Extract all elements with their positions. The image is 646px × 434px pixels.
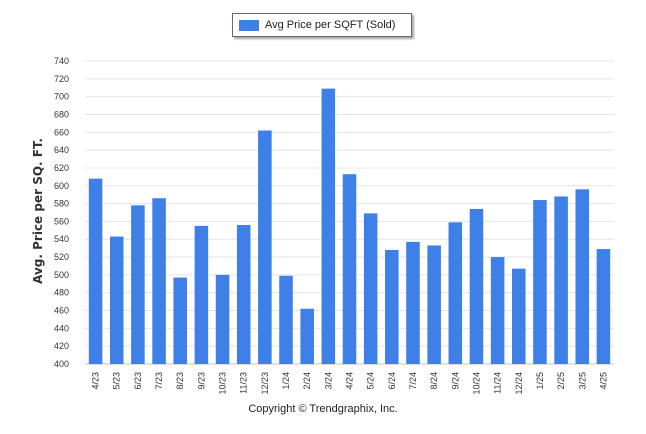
y-tick-label: 720	[54, 74, 69, 84]
y-tick-label: 480	[54, 288, 69, 298]
y-tick-label: 620	[54, 163, 69, 173]
bar	[131, 205, 145, 364]
x-tick-label: 1/25	[535, 372, 545, 390]
x-tick-label: 8/23	[175, 372, 185, 390]
x-tick-label: 9/24	[450, 372, 460, 390]
bar	[88, 178, 103, 364]
y-tick-label: 560	[54, 216, 69, 226]
y-tick-label: 540	[54, 234, 69, 244]
bar	[406, 241, 420, 364]
bar	[152, 198, 166, 364]
legend-label: Avg Price per SQFT (Sold)	[265, 19, 396, 31]
y-tick-label: 440	[54, 323, 69, 333]
y-tick-label: 420	[54, 341, 69, 351]
x-tick-label: 3/24	[323, 372, 333, 390]
x-tick-label: 1/24	[281, 372, 291, 390]
bar	[300, 308, 314, 364]
x-tick-label: 7/24	[408, 372, 418, 390]
y-tick-label: 680	[54, 109, 69, 119]
y-tick-label: 640	[54, 145, 69, 155]
x-tick-label: 4/23	[91, 372, 101, 390]
bars	[88, 88, 611, 365]
x-tick-label: 2/25	[556, 372, 566, 390]
legend-swatch	[239, 19, 259, 31]
bar	[575, 189, 590, 364]
x-tick-label: 11/24	[493, 372, 503, 394]
y-tick-label: 580	[54, 199, 69, 209]
bar	[512, 268, 526, 364]
x-tick-label: 9/23	[196, 372, 206, 390]
x-tick-label: 4/25	[598, 372, 608, 390]
bar	[236, 224, 251, 364]
bar	[173, 277, 187, 364]
x-tick-label: 10/23	[218, 372, 228, 395]
bar	[469, 208, 484, 364]
y-tick-label: 500	[54, 270, 69, 280]
x-axis-ticks: 4/23 5/23 6/23 7/23 8/23 9/23 10/23 11/23 12/23 1…	[91, 372, 609, 395]
chart-legend: Avg Price per SQFT (Sold)	[232, 13, 412, 37]
bar	[321, 88, 336, 365]
bar	[490, 257, 505, 364]
x-tick-label: 2/24	[302, 372, 312, 390]
bar	[596, 249, 611, 364]
y-axis-ticks: 400 420 440 460 480 500 520 540 560 580 600 620 640 6…	[54, 56, 69, 369]
bar	[279, 275, 293, 364]
x-tick-label: 6/23	[133, 372, 143, 390]
x-tick-label: 11/23	[239, 372, 249, 394]
bar	[554, 196, 568, 364]
bar	[363, 213, 378, 364]
y-tick-label: 700	[54, 92, 69, 102]
x-tick-label: 8/24	[429, 372, 439, 390]
bar	[109, 236, 124, 364]
y-axis-label: Avg. Price per SQ. FT.	[31, 138, 45, 284]
x-tick-label: 6/24	[387, 372, 397, 390]
bar	[427, 245, 441, 364]
bar	[448, 222, 463, 364]
x-tick-label: 7/23	[154, 372, 164, 390]
x-tick-label: 4/24	[345, 372, 355, 390]
y-tick-label: 600	[54, 181, 69, 191]
bar	[385, 249, 399, 364]
y-tick-label: 520	[54, 252, 69, 262]
x-tick-label: 5/23	[112, 372, 122, 390]
bar	[258, 130, 272, 364]
x-tick-label: 12/24	[514, 372, 524, 395]
y-tick-label: 460	[54, 306, 69, 316]
bar	[533, 200, 547, 364]
x-tick-label: 5/24	[366, 372, 376, 390]
bar	[342, 174, 357, 364]
x-tick-label: 10/24	[471, 372, 481, 395]
x-tick-label: 12/23	[260, 372, 270, 395]
bar	[215, 274, 230, 364]
y-tick-label: 660	[54, 127, 69, 137]
y-tick-label: 400	[54, 359, 69, 369]
copyright-text: Copyright © Trendgraphix, Inc.	[248, 403, 398, 415]
x-tick-label: 3/25	[577, 372, 587, 390]
bar	[194, 225, 209, 364]
y-tick-label: 740	[54, 56, 69, 66]
